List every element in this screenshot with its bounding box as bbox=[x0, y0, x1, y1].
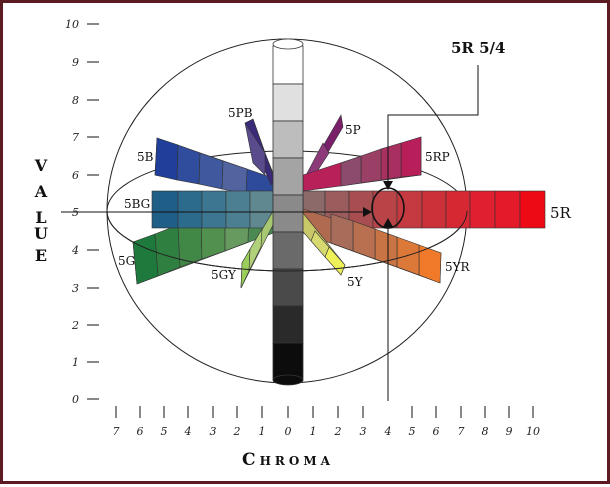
value-title-letter: A bbox=[34, 182, 48, 201]
hue-label-5yr: 5YR bbox=[445, 260, 471, 274]
chroma-tick-label: 7 bbox=[458, 425, 465, 438]
chroma-axis-title: CHROMA bbox=[242, 450, 334, 470]
chroma-tick-label: 6 bbox=[433, 425, 440, 438]
value-tick-label: 1 bbox=[72, 356, 79, 369]
chroma-tick-label: 2 bbox=[334, 425, 342, 438]
chroma-tick-label: 4 bbox=[184, 425, 192, 438]
value-tick-label: 10 bbox=[65, 18, 79, 31]
value-tick-label: 0 bbox=[72, 393, 79, 406]
chroma-tick-label: 1 bbox=[259, 425, 266, 438]
hue-label-5pb: 5PB bbox=[228, 106, 253, 120]
hue-page-5b bbox=[154, 137, 274, 200]
chroma-title-initial: C bbox=[242, 450, 260, 470]
hue-label-5bg: 5BG bbox=[124, 197, 150, 211]
equator-front-arc bbox=[106, 210, 468, 272]
callout-label-5r-5-4: 5R 5/4 bbox=[451, 39, 505, 57]
chroma-tick-label: 8 bbox=[482, 425, 489, 438]
callout-arrowhead bbox=[383, 181, 393, 190]
hue-label-5p: 5P bbox=[345, 123, 361, 137]
chroma-tick-label: 5 bbox=[161, 425, 168, 438]
chroma-title-rest: HROMA bbox=[260, 454, 334, 468]
hue-label-5b: 5B bbox=[137, 150, 154, 164]
value-5-pointer-arrowhead bbox=[363, 207, 372, 217]
chroma-tick-label: 10 bbox=[526, 425, 540, 438]
chroma-tick-label: 3 bbox=[360, 425, 367, 438]
callout-leader-line bbox=[387, 65, 479, 183]
chroma-tick-label: 5 bbox=[409, 425, 416, 438]
chroma-tick-label: 6 bbox=[137, 425, 144, 438]
value-tick-label: 6 bbox=[72, 169, 79, 182]
chroma-tick-label: 7 bbox=[113, 425, 120, 438]
value-axis: 0 1 2 3 4 5 6 7 8 9 10 bbox=[65, 18, 99, 406]
value-tick-label: 8 bbox=[72, 94, 79, 107]
value-tick-label: 2 bbox=[71, 319, 79, 332]
munsell-diagram: 0 1 2 3 4 5 6 7 8 9 10 7 6 5 4 3 2 1 bbox=[34, 18, 572, 470]
value-tick-label: 5 bbox=[72, 206, 79, 219]
value-tick-label: 4 bbox=[71, 244, 79, 257]
hue-page-5gy bbox=[240, 207, 276, 289]
value-title-letter: V bbox=[34, 156, 48, 175]
chroma-tick-label: 1 bbox=[310, 425, 317, 438]
chroma-4-pointer-arrowhead bbox=[383, 218, 393, 227]
chroma-tick-label: 4 bbox=[384, 425, 392, 438]
value-title-letter: L bbox=[35, 208, 46, 227]
hue-label-5r: 5R bbox=[550, 204, 572, 222]
hue-page-5bg bbox=[151, 190, 274, 229]
chroma-tick-label: 2 bbox=[233, 425, 241, 438]
neutral-value-column bbox=[272, 38, 304, 386]
hue-page-5r bbox=[302, 190, 546, 229]
hue-page-5pb bbox=[244, 118, 276, 186]
chroma-tick-label: 0 bbox=[285, 425, 292, 438]
hue-page-5yr bbox=[302, 208, 442, 284]
value-tick-label: 7 bbox=[72, 131, 79, 144]
chroma-axis: 7 6 5 4 3 2 1 0 1 2 3 4 5 6 7 8 9 10 bbox=[113, 406, 540, 438]
chroma-tick-label: 9 bbox=[506, 425, 513, 438]
hue-label-5gy: 5GY bbox=[211, 268, 237, 282]
hue-label-5y: 5Y bbox=[347, 275, 364, 289]
hue-label-5rp: 5RP bbox=[425, 150, 450, 164]
value-title-letter: U bbox=[34, 224, 48, 243]
value-title-letter: E bbox=[35, 246, 47, 265]
hue-page-5rp bbox=[302, 136, 422, 192]
hue-label-5g: 5G bbox=[118, 254, 135, 268]
value-tick-label: 3 bbox=[72, 282, 79, 295]
chroma-tick-label: 3 bbox=[210, 425, 217, 438]
value-tick-label: 9 bbox=[72, 56, 79, 69]
value-axis-title: V A L U E bbox=[34, 156, 48, 265]
